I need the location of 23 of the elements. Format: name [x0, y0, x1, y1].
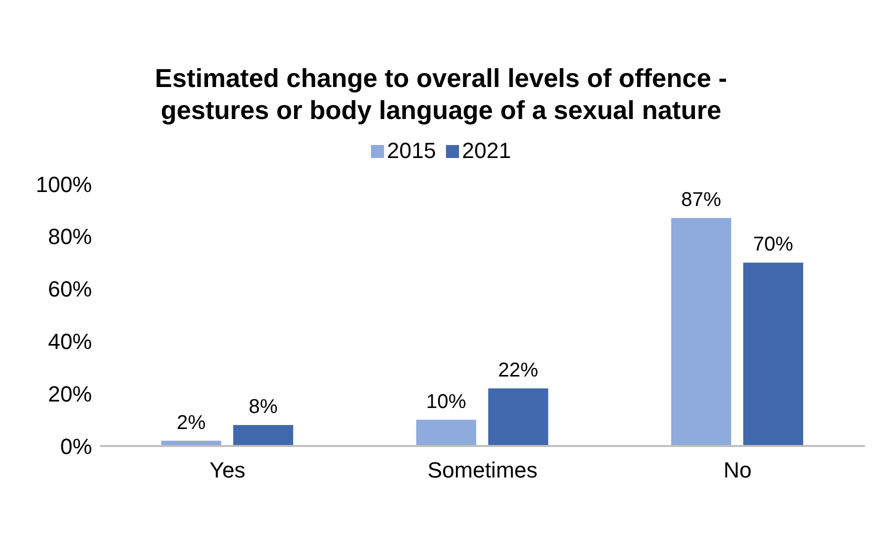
bar	[233, 425, 294, 446]
x-tick-label: Sometimes	[427, 458, 538, 483]
bar	[416, 420, 476, 446]
y-tick-label: 40%	[48, 329, 92, 354]
bar	[488, 388, 548, 446]
x-tick-label: No	[723, 458, 752, 483]
x-tick-label: Yes	[210, 458, 246, 483]
legend-label: 2021	[461, 138, 511, 164]
data-label: 22%	[498, 359, 538, 382]
data-label: 70%	[753, 234, 794, 256]
data-label: 87%	[681, 189, 722, 212]
y-tick-label: 80%	[48, 224, 92, 250]
y-tick-label: 0%	[60, 434, 92, 459]
y-tick-label: 100%	[36, 172, 92, 197]
legend-label: 2015	[386, 138, 436, 164]
bar	[743, 262, 804, 446]
chart-title: Estimated change to overall levels of offence - gestures or body language of a sexual nature	[154, 62, 728, 126]
data-label: 8%	[248, 396, 278, 418]
data-label: 2%	[176, 412, 206, 434]
data-label: 10%	[426, 390, 466, 413]
bar	[671, 218, 732, 446]
y-tick-label: 20%	[48, 381, 92, 406]
y-tick-label: 60%	[48, 276, 92, 302]
